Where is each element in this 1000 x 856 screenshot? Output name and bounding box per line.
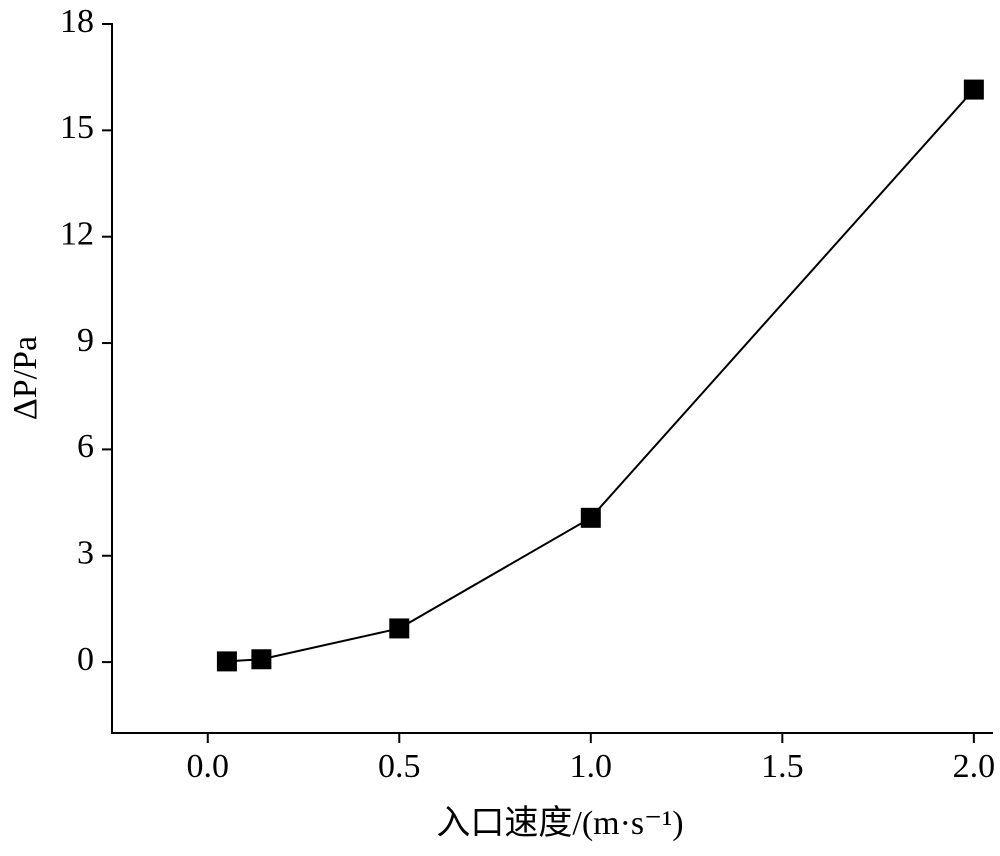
y-tick-label: 18: [60, 3, 94, 40]
y-tick-label: 15: [60, 109, 94, 146]
y-tick-label: 3: [77, 535, 94, 572]
y-tick-label: 12: [60, 215, 94, 252]
y-tick-label: 9: [77, 322, 94, 359]
data-line: [226, 88, 975, 663]
x-axis-label: 入口速度/(m·s⁻¹): [436, 804, 683, 842]
data-marker: [216, 651, 237, 672]
data-marker: [389, 618, 410, 639]
x-tick-label: 1.0: [570, 748, 613, 785]
x-tick-label: 1.5: [761, 748, 804, 785]
x-tick-label: 0.5: [378, 748, 421, 785]
data-marker: [963, 79, 984, 100]
y-tick-label: 6: [77, 428, 94, 465]
y-tick-label: 0: [77, 641, 94, 678]
data-marker: [580, 507, 601, 528]
x-tick-label: 0.0: [187, 748, 230, 785]
x-tick-label: 2.0: [953, 748, 996, 785]
data-marker: [251, 649, 272, 670]
y-axis-label: ΔP/Pa: [7, 336, 44, 420]
